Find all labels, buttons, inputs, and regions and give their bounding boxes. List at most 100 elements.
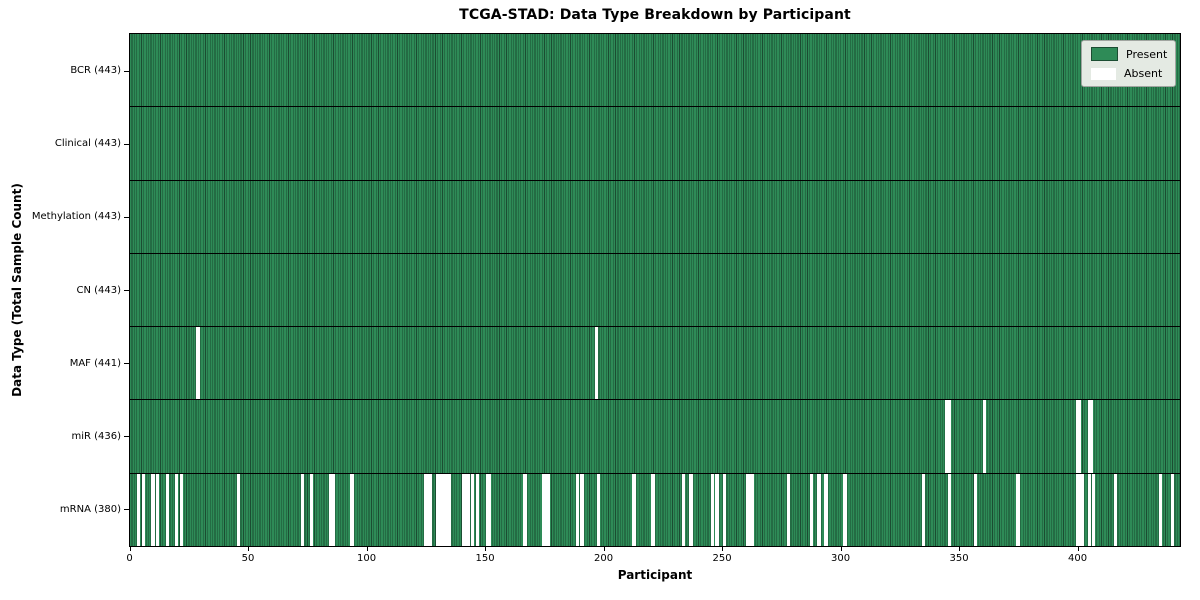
legend-entry-absent: Absent xyxy=(1091,67,1166,80)
absent-cell xyxy=(464,473,468,546)
absent-cell xyxy=(471,473,475,546)
absent-cell xyxy=(438,473,442,546)
absent-cell xyxy=(632,473,636,546)
absent-cell xyxy=(331,473,335,546)
absent-cell xyxy=(329,473,333,546)
x-tick-mark xyxy=(840,547,842,551)
absent-cell xyxy=(1075,400,1079,473)
absent-cell xyxy=(447,473,451,546)
y-tick-label-BCR: BCR (443) xyxy=(70,65,121,77)
absent-cell xyxy=(156,473,160,546)
absent-cell xyxy=(1087,400,1091,473)
x-tick-mark xyxy=(603,547,605,551)
absent-cell xyxy=(689,473,693,546)
absent-cell xyxy=(1170,473,1174,546)
absent-cell xyxy=(547,473,551,546)
y-axis-label: Data Type (Total Sample Count) xyxy=(10,183,24,397)
absent-cell xyxy=(843,473,847,546)
absent-cell xyxy=(440,473,444,546)
legend-label: Present xyxy=(1126,47,1168,61)
heatmap-row-Clinical xyxy=(130,106,1180,180)
y-tick-label-Clinical: Clinical (443) xyxy=(54,138,121,150)
absent-cell xyxy=(945,400,949,473)
x-tick-label-350: 350 xyxy=(949,553,969,564)
legend-entry-present: Present xyxy=(1091,47,1168,61)
absent-cell xyxy=(983,400,987,473)
absent-cell xyxy=(921,473,925,546)
x-tick-label-200: 200 xyxy=(593,553,614,564)
chart-title: TCGA-STAD: Data Type Breakdown by Partic… xyxy=(459,7,851,23)
x-tick-label-0: 0 xyxy=(126,553,133,564)
absent-cell xyxy=(435,473,439,546)
heatmap-row-BCR xyxy=(130,34,1180,107)
absent-cell xyxy=(947,473,951,546)
x-tick-mark xyxy=(129,547,131,551)
y-tick-label-miR: miR (436) xyxy=(71,430,121,442)
heatmap-row-Methylation xyxy=(130,179,1180,253)
x-tick-mark xyxy=(722,547,724,551)
absent-cell xyxy=(196,327,200,400)
x-tick-mark xyxy=(248,547,249,551)
absent-cell xyxy=(426,473,430,546)
x-axis-label: Participant xyxy=(617,568,693,582)
x-tick-label-50: 50 xyxy=(241,553,255,564)
absent-cell xyxy=(1092,473,1096,546)
absent-cell xyxy=(824,473,828,546)
absent-cell xyxy=(575,473,579,546)
absent-cell xyxy=(476,473,480,546)
absent-cell xyxy=(485,473,489,546)
absent-cell xyxy=(1016,473,1020,546)
absent-cell xyxy=(817,473,821,546)
absent-cell xyxy=(1078,473,1082,546)
absent-cell xyxy=(544,473,548,546)
absent-cell xyxy=(682,473,686,546)
absent-cell xyxy=(746,473,750,546)
absent-cell xyxy=(165,473,169,546)
absent-cell xyxy=(300,473,304,546)
absent-swatch-icon xyxy=(1091,67,1116,80)
absent-cell xyxy=(542,473,546,546)
absent-cell xyxy=(786,473,790,546)
absent-cell xyxy=(428,473,432,546)
absent-cell xyxy=(1089,400,1094,473)
heatmap-row-MAF xyxy=(130,326,1180,400)
heatmap-row-mRNA xyxy=(130,472,1180,546)
present-swatch-icon xyxy=(1091,47,1118,61)
absent-cell xyxy=(748,473,752,546)
absent-cell xyxy=(445,473,449,546)
absent-cell xyxy=(151,473,155,546)
x-tick-label-400: 400 xyxy=(1068,553,1088,564)
absent-cell xyxy=(710,473,714,546)
x-tick-mark xyxy=(366,547,368,551)
x-tick-label-100: 100 xyxy=(356,553,377,564)
absent-cell xyxy=(947,400,951,473)
x-tick-mark xyxy=(959,547,961,551)
x-tick-label-250: 250 xyxy=(712,553,732,564)
absent-cell xyxy=(1158,473,1162,546)
absent-cell xyxy=(715,473,719,546)
legend: Present Absent xyxy=(1081,40,1176,87)
absent-cell xyxy=(487,473,492,546)
absent-cell xyxy=(1080,473,1084,546)
x-tick-label-150: 150 xyxy=(475,553,495,564)
absent-cell xyxy=(651,473,655,546)
absent-cell xyxy=(350,473,354,546)
absent-cell xyxy=(137,473,141,546)
absent-cell xyxy=(523,473,527,546)
heatmap-row-CN xyxy=(130,252,1180,327)
absent-cell xyxy=(1087,473,1091,546)
absent-cell xyxy=(236,473,240,546)
absent-cell xyxy=(580,473,584,546)
heatmap-row-miR xyxy=(130,399,1180,473)
absent-cell xyxy=(596,473,601,546)
absent-cell xyxy=(423,473,428,546)
y-tick-label-mRNA: mRNA (380) xyxy=(59,503,121,515)
absent-cell xyxy=(461,473,466,546)
absent-cell xyxy=(310,473,314,546)
absent-cell xyxy=(1113,473,1117,546)
x-tick-mark xyxy=(1077,547,1079,551)
x-tick-label-300: 300 xyxy=(831,553,851,564)
legend-label: Absent xyxy=(1124,67,1163,80)
absent-cell xyxy=(722,473,726,546)
